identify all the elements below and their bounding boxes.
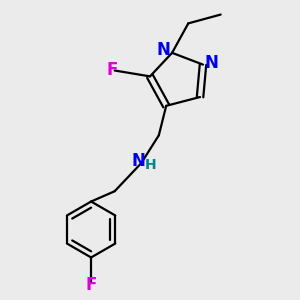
Text: N: N xyxy=(157,41,171,59)
Text: F: F xyxy=(85,276,97,294)
Text: N: N xyxy=(204,54,218,72)
Text: H: H xyxy=(145,158,156,172)
Text: F: F xyxy=(106,61,118,80)
Text: N: N xyxy=(132,152,146,170)
